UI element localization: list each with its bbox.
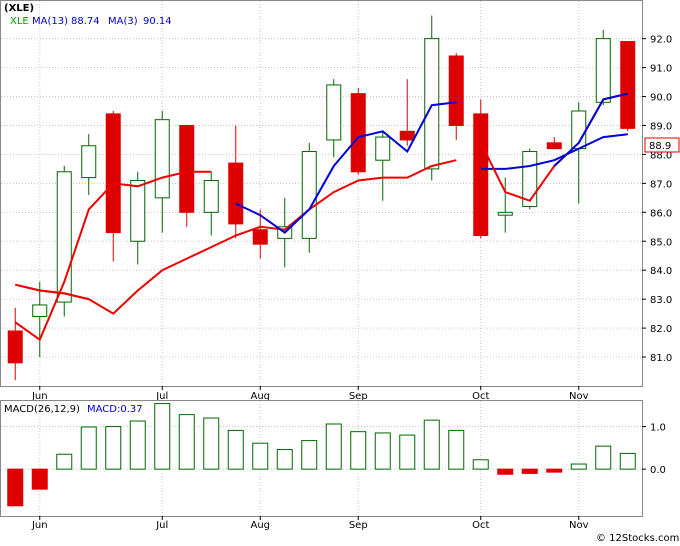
candle-body-up (326, 84, 342, 141)
macd-x-axis: Jun Jul Aug Sep Oct Nov (31, 516, 589, 531)
macd-bar-positive (154, 403, 171, 470)
macd-x-tick-label: Oct (472, 520, 489, 531)
price-y-tick-label: 92.0 (650, 35, 672, 46)
macd-y-tick-label: 1.0 (650, 423, 666, 434)
legend-ma13-label: MA(13) (32, 16, 68, 27)
candle-body-down (7, 330, 23, 364)
macd-y-tick-label: 0.0 (650, 465, 666, 476)
candle-body-up (32, 304, 48, 318)
macd-bar-positive (203, 417, 220, 470)
macd-bar-negative (31, 468, 48, 490)
footer-credit: © 12Stocks.com (596, 533, 679, 544)
last-price-value: 88.9 (649, 141, 671, 152)
candle-body-up (154, 119, 170, 199)
price-y-tick-label: 91.0 (650, 64, 672, 75)
candle-body-down (546, 142, 562, 150)
macd-panel (0, 400, 643, 517)
price-x-tick-label: Jun (31, 391, 48, 402)
macd-x-tick-label: Sep (349, 520, 368, 531)
price-y-tick-label: 86.0 (650, 208, 672, 219)
price-y-tick-label: 87.0 (650, 179, 672, 190)
candle-body-up (130, 179, 146, 242)
price-y-tick-label: 85.0 (650, 237, 672, 248)
candle-body-down (105, 113, 121, 234)
macd-x-tick-label: Jun (31, 520, 48, 531)
candle-body-down (252, 229, 268, 245)
legend-ma3-label: MA(3) (108, 16, 138, 27)
macd-bar-negative (521, 468, 538, 474)
price-x-tick-label: Sep (349, 391, 368, 402)
price-y-tick-label: 82.0 (650, 324, 672, 335)
chart-title: (XLE) (4, 3, 34, 14)
ma-red-line (480, 133, 628, 170)
ma-blue-line (553, 92, 629, 167)
candle-body-down (448, 55, 464, 126)
price-x-axis: Jun Jul Aug Sep Oct Nov (31, 386, 589, 402)
legend-ticker: XLE (10, 16, 29, 27)
macd-bar-positive (301, 440, 318, 470)
macd-bar-positive (619, 452, 636, 470)
candle-body-down (350, 93, 366, 173)
macd-bar-negative (7, 468, 24, 507)
price-panel (0, 0, 643, 387)
ma-red-line (15, 283, 90, 301)
macd-bar-positive (595, 445, 612, 470)
macd-bar-positive (423, 419, 440, 470)
legend-ma3-value: 90.14 (143, 16, 172, 27)
candle-body-up (301, 151, 317, 239)
macd-bar-positive (350, 431, 367, 470)
price-y-tick-label: 89.0 (650, 121, 672, 132)
price-y-axis: 81.0 82.0 83.0 84.0 85.0 86.0 87.0 88.0 89.0 90.0… (642, 35, 672, 364)
macd-bars (7, 403, 636, 507)
ma-blue-line (235, 101, 457, 234)
candle-body-up (595, 38, 611, 103)
legend-ma13-value: 88.74 (71, 16, 100, 27)
macd-bar-positive (105, 426, 122, 470)
candle-body-down (473, 113, 489, 236)
candle-body-down (399, 130, 415, 141)
macd-bar-positive (399, 434, 416, 470)
macd-bar-positive (448, 429, 465, 470)
macd-bar-positive (227, 429, 244, 470)
price-y-tick-label: 84.0 (650, 266, 672, 277)
macd-bar-positive (129, 420, 146, 470)
price-y-tick-label: 81.0 (650, 353, 672, 364)
macd-bar-negative (546, 468, 563, 473)
macd-bar-positive (472, 459, 489, 470)
macd-bar-positive (325, 423, 342, 470)
macd-x-tick-label: Aug (250, 520, 270, 531)
macd-bar-negative (497, 468, 514, 475)
candle-body-up (81, 145, 97, 179)
last-price-tag (644, 137, 680, 153)
macd-bar-positive (276, 449, 293, 470)
price-candles (7, 15, 636, 381)
price-x-tick-label: Oct (472, 391, 489, 402)
macd-bar-positive (80, 426, 97, 470)
candle-body-up (375, 136, 391, 161)
price-x-tick-label: Jul (155, 391, 168, 402)
macd-x-tick-label: Nov (569, 520, 589, 531)
candle-body-up (497, 211, 513, 216)
macd-bar-positive (570, 463, 587, 470)
price-y-tick-label: 88.0 (650, 150, 672, 161)
candle-body-up (203, 179, 219, 213)
moving-averages (14, 92, 629, 342)
candle-body-down (620, 41, 636, 129)
macd-bar-positive (252, 442, 269, 470)
candle-body-down (179, 124, 195, 213)
macd-x-tick-label: Jul (155, 520, 168, 531)
candle-body-down (228, 162, 244, 225)
price-x-tick-label: Aug (250, 391, 270, 402)
macd-bar-positive (178, 414, 195, 470)
macd-legend-title: MACD(26,12,9) (4, 404, 80, 415)
macd-bar-positive (374, 432, 391, 470)
price-y-tick-label: 83.0 (650, 295, 672, 306)
macd-legend-value: MACD:0.37 (87, 404, 143, 415)
ma-blue-line (14, 170, 212, 342)
macd-bar-positive (56, 453, 73, 470)
macd-y-axis: 1.0 0.0 (642, 423, 666, 476)
price-x-tick-label: Nov (569, 391, 589, 402)
price-y-tick-label: 90.0 (650, 93, 672, 104)
